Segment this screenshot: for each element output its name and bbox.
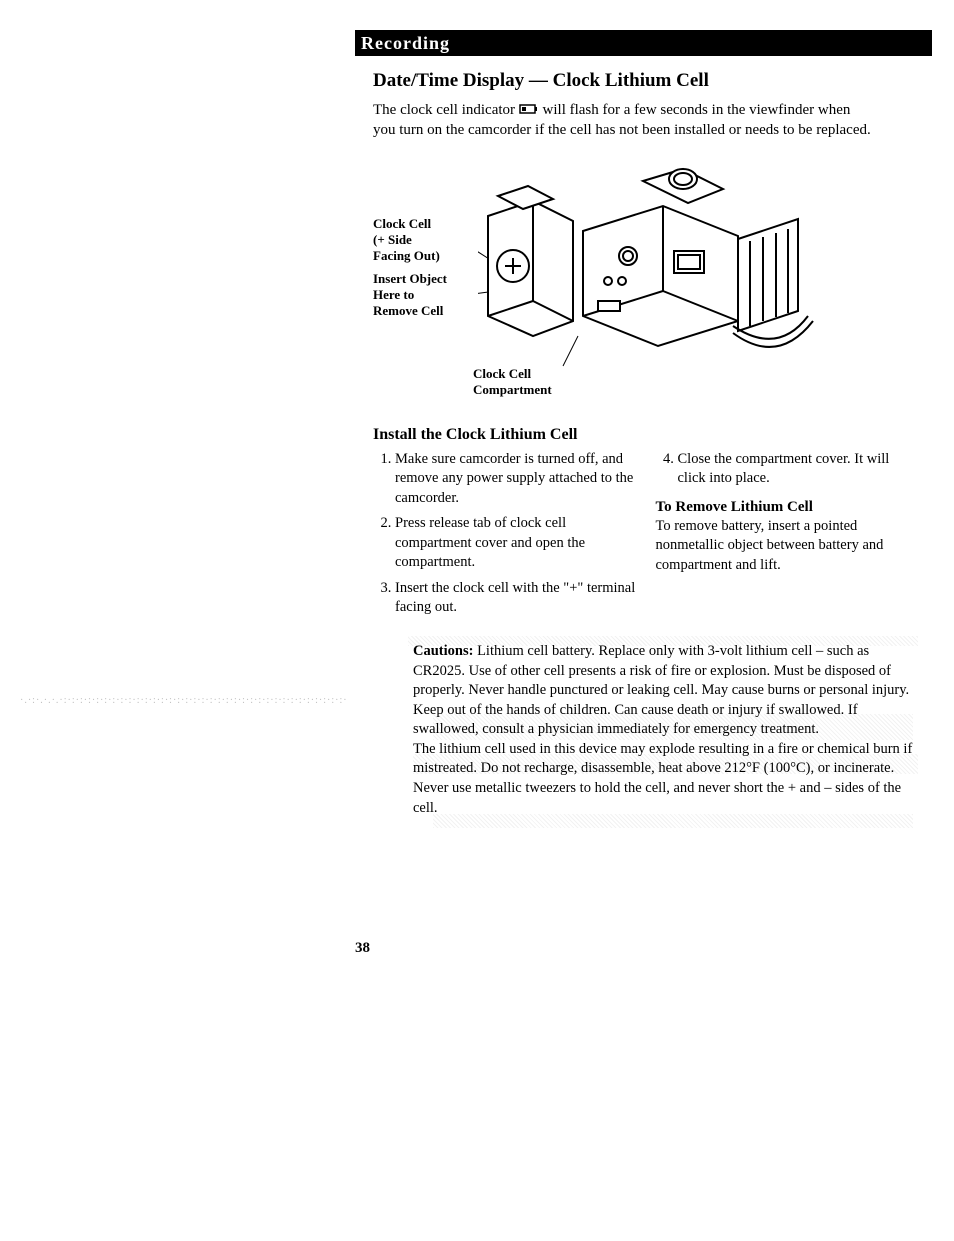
callout-line: Here to [373, 287, 414, 302]
cautions-block: Cautions: Lithium cell battery. Replace … [413, 642, 913, 818]
remove-subheading: To Remove Lithium Cell [656, 497, 921, 517]
steps-column-left: Make sure camcorder is turned off, and r… [373, 450, 638, 625]
section-header-bar: Recording [355, 30, 932, 56]
battery-indicator-icon [519, 102, 539, 120]
cautions-paragraph: Cautions: Lithium cell battery. Replace … [413, 642, 913, 701]
cautions-paragraph: Never use metallic tweezers to hold the … [413, 779, 913, 818]
callout-line: Clock Cell [373, 216, 431, 231]
camcorder-illustration [478, 161, 848, 381]
scan-artifact-left: ·.·:·.·.·.·:·:·:·:·:·:·:·:·:·:·:·:·:·:·:… [20, 695, 350, 713]
callout-line: Insert Object [373, 271, 447, 286]
callout-line: Facing Out) [373, 248, 440, 263]
page-title: Date/Time Display — Clock Lithium Cell [373, 70, 920, 92]
install-step: Insert the clock cell with the "+" termi… [395, 579, 638, 618]
steps-column-right: Close the compartment cover. It will cli… [656, 450, 921, 625]
remove-body-text: To remove battery, insert a pointed nonm… [656, 517, 921, 576]
callout-insert-object: Insert Object Here to Remove Cell [373, 271, 447, 320]
callout-line: Remove Cell [373, 303, 443, 318]
callout-line: (+ Side [373, 232, 412, 247]
camcorder-diagram: Clock Cell (+ Side Facing Out) Insert Ob… [373, 161, 920, 416]
scan-noise [433, 714, 913, 740]
callout-line: Compartment [473, 382, 552, 397]
install-step: Close the compartment cover. It will cli… [678, 450, 921, 489]
scan-noise [433, 814, 913, 828]
callout-clock-cell-side: Clock Cell (+ Side Facing Out) [373, 216, 440, 265]
scan-noise [413, 754, 918, 774]
install-step: Press release tab of clock cell compartm… [395, 514, 638, 573]
install-subheading: Install the Clock Lithium Cell [373, 426, 920, 444]
install-step: Make sure camcorder is turned off, and r… [395, 450, 638, 509]
intro-paragraph: The clock cell indicator will flash for … [373, 100, 873, 141]
cautions-text: Lithium cell battery. Replace only with … [413, 643, 909, 698]
scan-noise [408, 636, 918, 646]
page-number: 38 [355, 940, 370, 957]
intro-text-before: The clock cell indicator [373, 102, 519, 118]
